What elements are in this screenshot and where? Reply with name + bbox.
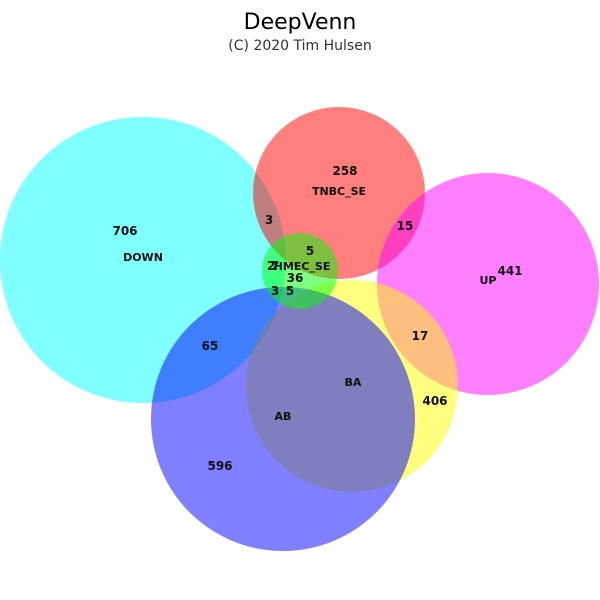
count-hmec-only: 36 xyxy=(287,271,304,285)
count-tnbc-only: 258 xyxy=(332,164,357,178)
label-hmec: HMEC_SE xyxy=(274,260,331,273)
count-hmec-a: 2 xyxy=(267,259,275,273)
label-ba: BA xyxy=(345,376,362,389)
label-ab: AB xyxy=(275,410,292,423)
label-down: DOWN xyxy=(123,251,163,264)
count-hmec-ba: 5 xyxy=(286,284,294,298)
label-tnbc: TNBC_SE xyxy=(312,185,366,198)
diagram-title: DeepVenn xyxy=(244,10,357,35)
count-hmec-ab: 3 xyxy=(271,284,279,298)
count-ab-only: 596 xyxy=(207,459,232,473)
count-down-tnbc: 3 xyxy=(265,213,273,227)
count-down-only: 706 xyxy=(112,224,137,238)
count-down-ab: 65 xyxy=(202,339,219,353)
count-tnbc-up: 15 xyxy=(397,219,414,233)
count-hmec-b: 7 xyxy=(271,259,279,273)
count-tnbc-hmec: 5 xyxy=(306,244,314,258)
count-ba-only: 406 xyxy=(422,394,447,408)
diagram-subtitle: (C) 2020 Tim Hulsen xyxy=(228,38,371,54)
set-ab-circle xyxy=(151,287,415,551)
set-hmec-circle xyxy=(262,233,338,309)
count-up-ba: 17 xyxy=(412,329,429,343)
label-up: UP xyxy=(480,274,497,287)
count-up-only: 441 xyxy=(497,264,522,278)
